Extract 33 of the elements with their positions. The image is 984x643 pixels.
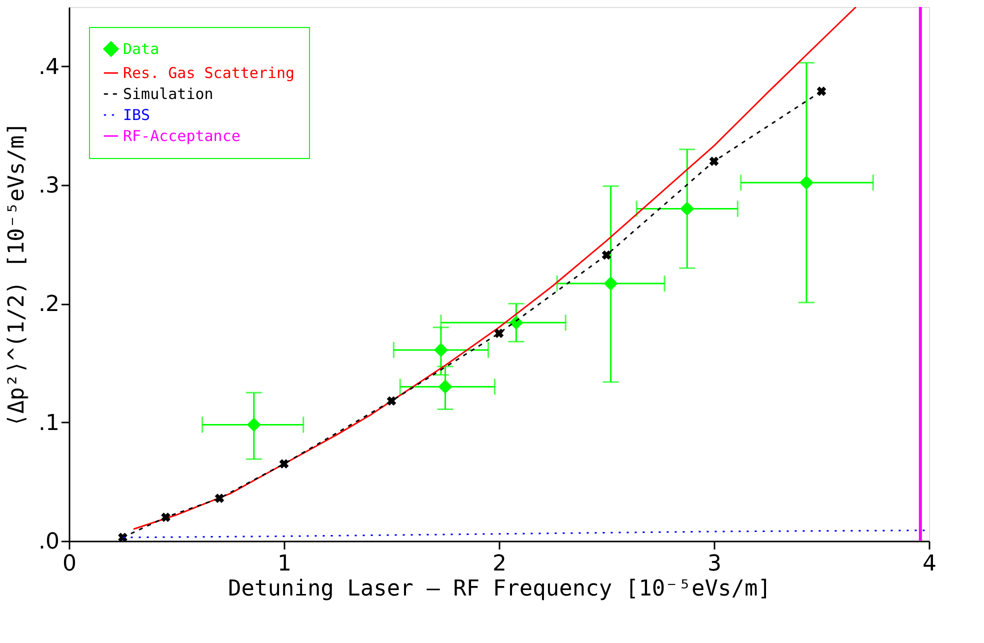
x-tick-label: 1 xyxy=(278,552,292,576)
point xyxy=(680,202,694,216)
legend-label: IBS xyxy=(123,106,150,124)
x-axis-title: Detuning Laser – RF Frequency [10⁻⁵eVs/m] xyxy=(228,576,772,602)
point xyxy=(602,250,612,260)
point xyxy=(509,316,524,330)
y-tick-label: .4 xyxy=(38,54,60,80)
ref-line-label: RF-Acceptance xyxy=(123,127,240,145)
x-tick-label: 3 xyxy=(708,552,722,576)
point xyxy=(709,156,719,166)
x-tick-label: 0 xyxy=(62,552,76,576)
point xyxy=(604,276,618,291)
legend-label: Data xyxy=(123,40,160,58)
point xyxy=(494,328,504,338)
point xyxy=(799,176,814,190)
point xyxy=(434,342,448,358)
y-tick-label: .0 xyxy=(38,530,60,554)
point xyxy=(438,380,452,394)
point xyxy=(246,418,261,432)
y-axis-title: ⟨Δp²⟩^(1/2) [10⁻⁵eVs/m] xyxy=(4,122,30,427)
y-tick-label: .2 xyxy=(38,292,60,318)
point xyxy=(214,494,224,503)
point xyxy=(386,396,396,406)
point xyxy=(816,86,826,96)
point xyxy=(118,532,128,542)
legend-label: Simulation xyxy=(123,85,214,103)
y-tick-label: .3 xyxy=(38,174,60,198)
point xyxy=(279,459,289,469)
x-tick-label: 4 xyxy=(922,552,936,576)
legend-label: Res. Gas Scattering xyxy=(123,64,295,82)
x-tick-label: 2 xyxy=(492,552,506,576)
y-tick-label: .1 xyxy=(38,410,60,436)
point xyxy=(161,512,170,522)
